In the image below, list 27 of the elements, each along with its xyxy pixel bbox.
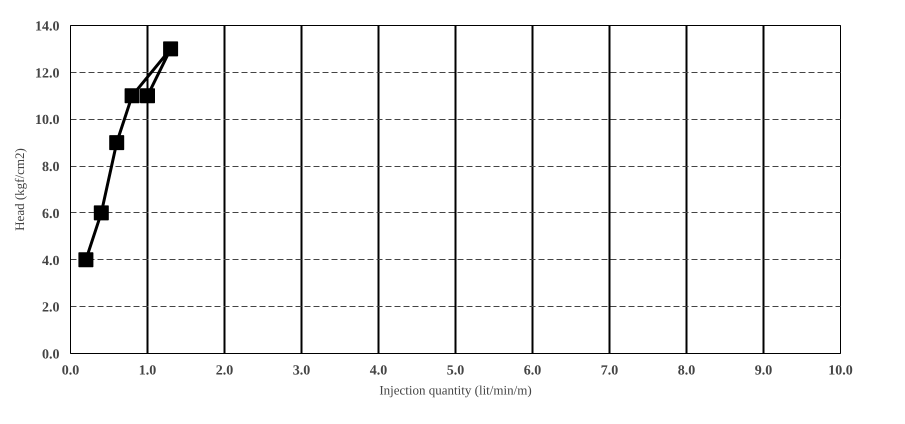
- y-axis-title: Head (kgf/cm2): [12, 148, 27, 231]
- point: [124, 88, 140, 104]
- x-tick-label: 4.0: [370, 364, 388, 378]
- x-axis-title: Injection quantity (lit/min/m): [379, 382, 532, 398]
- x-tick-label: 3.0: [292, 364, 310, 378]
- y-tick-label: 12.0: [35, 66, 60, 82]
- x-tick-label: 1.0: [138, 364, 156, 378]
- x-tick-label: 5.0: [446, 364, 464, 378]
- x-tick-label: 10.0: [828, 364, 853, 378]
- y-tick-label: 6.0: [42, 206, 60, 222]
- y-tick-label: 8.0: [42, 160, 60, 176]
- x-tick-label: 6.0: [524, 364, 542, 378]
- x-tick-label: 2.0: [216, 364, 234, 378]
- y-tick-label: 4.0: [42, 254, 60, 269]
- y-tick-label: 0.0: [42, 348, 60, 362]
- point: [163, 41, 178, 56]
- point: [109, 135, 124, 150]
- point: [140, 88, 155, 104]
- x-tick-label: 0.0: [62, 364, 80, 378]
- y-tick-label: 14.0: [35, 20, 60, 34]
- y-tick-label: 2.0: [42, 300, 60, 316]
- point: [94, 205, 109, 220]
- x-tick-label: 9.0: [754, 364, 772, 378]
- x-tick-label: 8.0: [678, 364, 696, 378]
- y-tick-label: 10.0: [35, 113, 60, 128]
- point: [78, 252, 94, 268]
- x-tick-label: 7.0: [600, 364, 618, 378]
